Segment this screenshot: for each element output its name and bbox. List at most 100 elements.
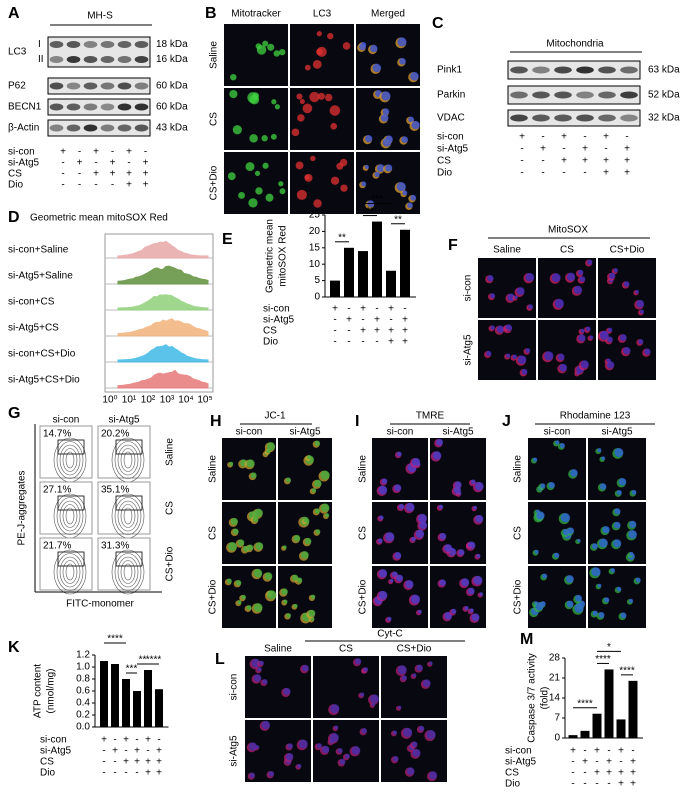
- y-axis-label: PE-J-aggregates: [17, 470, 28, 545]
- cell: [365, 135, 373, 143]
- cell: [577, 269, 584, 276]
- condition-label: si-con: [505, 746, 532, 757]
- cell: [560, 512, 571, 523]
- cell: [406, 767, 415, 775]
- column-header: LC3: [313, 9, 332, 20]
- sublabel: II: [38, 54, 44, 65]
- y-tick-label: 20: [309, 226, 321, 237]
- density-contour: [59, 444, 81, 476]
- column-header: si-Atg5: [601, 427, 633, 438]
- band: [510, 91, 528, 99]
- cell: [401, 675, 407, 681]
- cell: [330, 122, 338, 130]
- condition-sign: +: [110, 158, 116, 169]
- condition-sign: -: [111, 180, 114, 191]
- cell: [439, 579, 447, 586]
- condition-sign: -: [361, 315, 364, 326]
- cell: [470, 479, 476, 485]
- cell: [471, 613, 480, 622]
- cell: [302, 103, 313, 114]
- band: [100, 56, 115, 63]
- micrograph: [222, 502, 276, 564]
- cell: [490, 293, 496, 299]
- cell: [577, 538, 581, 543]
- cell: [417, 609, 422, 614]
- band: [117, 41, 132, 48]
- cell: [324, 93, 333, 102]
- condition-sign: +: [594, 768, 600, 779]
- density-contour: [53, 549, 87, 595]
- condition-sign: +: [624, 144, 630, 155]
- condition-sign: -: [403, 304, 406, 315]
- condition-sign: -: [124, 746, 127, 757]
- panel-letter: I: [355, 413, 359, 430]
- cell: [316, 48, 323, 56]
- cell: [570, 469, 578, 477]
- cell: [613, 539, 622, 548]
- gate-percentage: 20.2%: [101, 429, 129, 440]
- condition-sign: -: [146, 746, 149, 757]
- condition-sign: +: [519, 132, 525, 143]
- cell: [419, 521, 428, 529]
- condition-sign: +: [145, 768, 151, 779]
- cell: [555, 440, 560, 445]
- condition-sign: -: [94, 158, 97, 169]
- band: [49, 56, 64, 63]
- cell: [429, 661, 433, 665]
- condition-sign: -: [61, 169, 64, 180]
- cell: [329, 738, 335, 744]
- condition-label: si-con: [40, 735, 67, 746]
- bar: [628, 680, 638, 738]
- condition-sign: +: [402, 315, 408, 326]
- cell: [262, 679, 268, 685]
- cell: [351, 746, 361, 755]
- y-axis-label: Caspase 3/7 activity: [527, 653, 538, 743]
- band: [576, 66, 594, 74]
- x-tick-label: 10¹: [122, 395, 137, 406]
- significance-label: **: [366, 206, 374, 217]
- condition-sign: -: [78, 180, 81, 191]
- cell: [468, 542, 473, 547]
- condition-label: si-Atg5: [40, 746, 72, 757]
- cell: [566, 600, 574, 608]
- band: [49, 124, 64, 132]
- significance-label: ****: [107, 634, 123, 645]
- cell: [255, 187, 263, 195]
- cell: [293, 603, 298, 608]
- cell: [559, 363, 568, 372]
- cell: [592, 543, 598, 550]
- cell: [623, 281, 630, 287]
- blot: [47, 98, 151, 116]
- cell: [396, 181, 406, 192]
- panel-title: MitoSOX: [548, 225, 588, 236]
- density-contour: [56, 497, 84, 535]
- row-label: Saline: [358, 455, 369, 483]
- cell: [402, 727, 413, 738]
- y-tick-label: 0: [314, 292, 320, 303]
- density-contour: [114, 553, 142, 591]
- condition-sign: -: [520, 156, 523, 167]
- cell: [597, 448, 602, 453]
- panel-letter: B: [205, 5, 217, 22]
- cell: [248, 198, 258, 208]
- band: [117, 82, 132, 90]
- cell: [418, 725, 425, 732]
- condition-sign: +: [603, 168, 609, 179]
- band: [66, 41, 81, 48]
- density-contour: [56, 553, 84, 591]
- blot-label: Pink1: [437, 65, 462, 76]
- cell: [528, 304, 534, 310]
- cell: [381, 91, 391, 101]
- cell: [598, 538, 608, 548]
- cell: [296, 577, 303, 583]
- cell: [432, 451, 442, 460]
- histogram: [117, 265, 209, 285]
- condition-sign: +: [402, 326, 408, 337]
- condition-sign: -: [607, 779, 610, 790]
- panel-title: Rhodamine 123: [560, 411, 631, 422]
- cell: [261, 135, 268, 142]
- cell: [629, 520, 637, 528]
- condition-sign: -: [541, 168, 544, 179]
- band: [576, 114, 594, 122]
